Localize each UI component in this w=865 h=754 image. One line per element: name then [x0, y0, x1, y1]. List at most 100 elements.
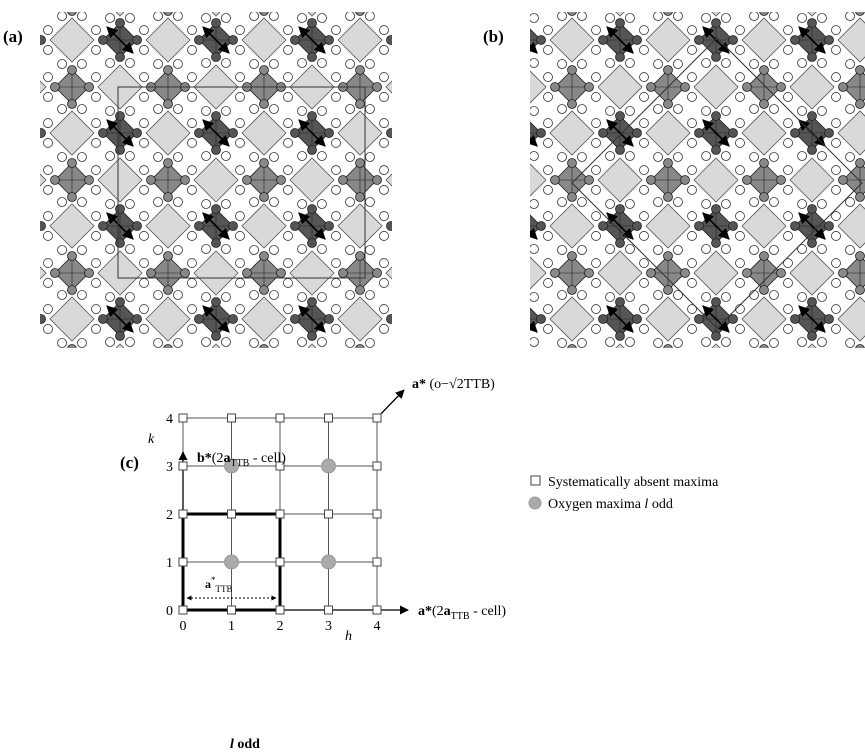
atom: [106, 337, 115, 346]
atom: [379, 166, 388, 175]
atom: [164, 252, 173, 261]
atom: [664, 100, 673, 109]
atom: [551, 83, 560, 92]
atom: [442, 60, 451, 69]
atom: [235, 138, 244, 147]
atom: [394, 14, 403, 23]
atom: [283, 0, 292, 8]
atom: [831, 398, 840, 407]
atom: [243, 362, 252, 371]
atom: [736, 445, 745, 454]
atom: [831, 119, 840, 128]
atom: [606, 200, 615, 209]
atom: [712, 146, 721, 155]
atom: [831, 231, 840, 240]
octahedron: [151, 0, 185, 11]
atom: [442, 153, 451, 162]
atom: [29, 200, 38, 209]
atom: [817, 58, 826, 67]
legend-label: Oxygen maxima: [548, 497, 644, 512]
atom: [654, 383, 663, 392]
displacement: [11, 306, 37, 332]
atom: [20, 332, 29, 341]
atom: [235, 119, 244, 128]
atom: [250, 339, 259, 348]
atom: [510, 107, 519, 116]
octahedron: [555, 442, 589, 476]
atom: [43, 45, 52, 54]
block: [790, 158, 834, 202]
atom: [577, 339, 586, 348]
atom: [538, 432, 547, 441]
atom: [91, 464, 100, 473]
atom: [750, 432, 759, 441]
atom: [346, 60, 355, 69]
atom: [298, 107, 307, 116]
atom: [538, 383, 547, 392]
atom: [543, 398, 552, 407]
atom: [783, 166, 792, 175]
atom: [221, 386, 230, 395]
atom: [77, 246, 86, 255]
atom: [250, 11, 259, 20]
atom: [164, 7, 173, 16]
atom: [520, 19, 529, 28]
atom: [139, 231, 148, 240]
atom: [92, 324, 101, 333]
atom: [712, 53, 721, 62]
atom: [633, 129, 642, 138]
atom: [544, 185, 553, 194]
atom: [187, 185, 196, 194]
atom: [531, 455, 540, 464]
block: [646, 18, 690, 62]
atom: [606, 337, 615, 346]
atom: [164, 345, 173, 354]
atom: [760, 252, 769, 261]
block: [838, 204, 865, 248]
atom: [654, 197, 663, 206]
atom: [317, 293, 326, 302]
atom: [537, 408, 546, 417]
atom: [106, 244, 115, 253]
atom: [260, 193, 269, 202]
atom: [640, 73, 649, 82]
atom: [846, 246, 855, 255]
atom: [784, 26, 793, 35]
atom: [91, 278, 100, 287]
atom: [808, 53, 817, 62]
atom: [490, 151, 499, 160]
atom: [133, 408, 142, 417]
legend-marker: [531, 476, 540, 485]
atom: [236, 371, 245, 380]
atom: [106, 479, 115, 488]
atom: [125, 151, 134, 160]
octahedron: [55, 349, 89, 383]
atom: [647, 455, 656, 464]
block: [646, 204, 690, 248]
atom: [421, 315, 430, 324]
atom: [404, 425, 413, 434]
block: [790, 344, 834, 388]
atom: [750, 383, 759, 392]
atom: [695, 222, 704, 231]
atom: [236, 73, 245, 82]
atom: [543, 231, 552, 240]
atom: [783, 371, 792, 380]
atom: [442, 339, 451, 348]
atom: [572, 417, 581, 426]
atom: [510, 244, 519, 253]
atom: [832, 73, 841, 82]
oxygen-maximum: [322, 555, 336, 569]
atom: [221, 14, 230, 23]
atom: [503, 222, 512, 231]
atom: [140, 371, 149, 380]
atom: [212, 332, 221, 341]
atom: [592, 324, 601, 333]
atom: [43, 231, 52, 240]
atom: [856, 100, 865, 109]
atom: [379, 371, 388, 380]
atom: [154, 290, 163, 299]
atom: [524, 445, 533, 454]
atom: [452, 472, 461, 481]
atom: [495, 73, 504, 82]
